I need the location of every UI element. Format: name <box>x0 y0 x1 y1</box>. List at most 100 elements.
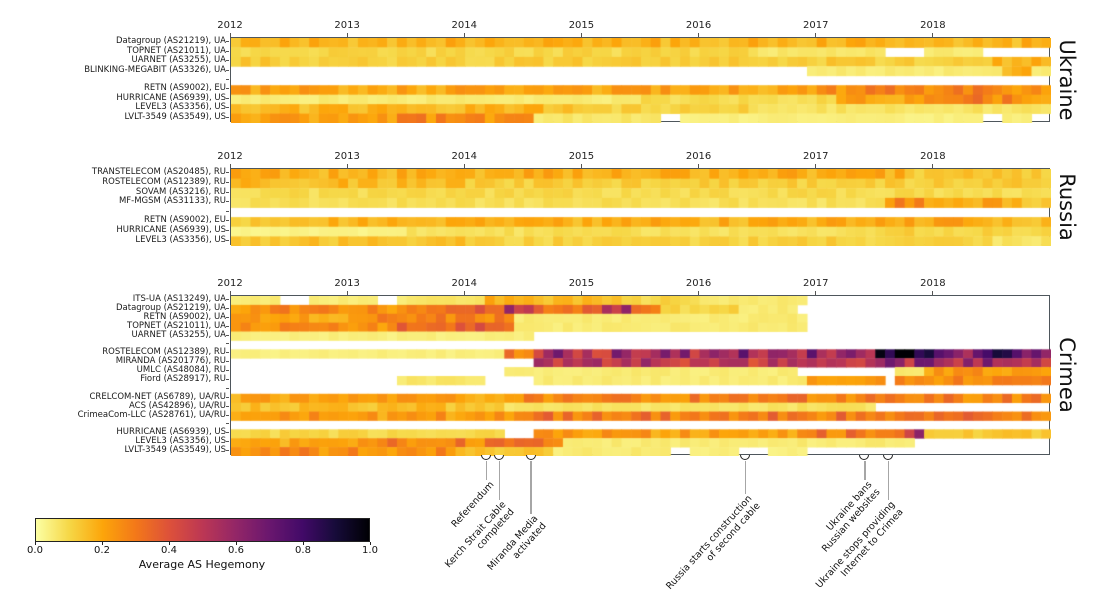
row-label: ITS-UA (AS13249), UA <box>132 293 226 304</box>
y-tick <box>226 387 229 389</box>
row-label: LEVEL3 (AS3356), US <box>135 102 226 113</box>
heatmap-canvas-crimea <box>231 296 1051 456</box>
heatmap-panel-russia <box>230 168 1051 246</box>
row-label: HURRICANE (AS6939), US <box>116 427 226 438</box>
year-label: 2013 <box>334 151 360 162</box>
y-tick <box>226 343 229 345</box>
y-tick <box>226 69 229 71</box>
x-tick <box>815 33 817 37</box>
x-tick <box>463 291 465 295</box>
row-label: BLINKING-MEGABIT (AS3326), UA <box>84 64 226 75</box>
year-label: 2015 <box>568 278 595 289</box>
row-label: ROSTELECOM (AS12389), RU <box>102 176 226 187</box>
row-label: Datagroup (AS21219), UA <box>115 36 226 47</box>
event-marker-circle <box>859 455 870 460</box>
year-label: 2012 <box>217 151 243 162</box>
colorbar-tick-label: 0.0 <box>27 545 43 556</box>
year-label: 2018 <box>920 278 946 289</box>
x-tick <box>580 164 582 168</box>
colorbar-tick <box>101 542 103 545</box>
y-tick <box>226 41 229 43</box>
row-label: SOVAM (AS3216), RU <box>135 186 226 197</box>
y-tick <box>226 181 229 183</box>
row-label: LEVEL3 (AS3356), US <box>135 234 226 245</box>
row-label: Fiord (AS28917), RU <box>140 373 226 384</box>
event-callout-line <box>864 461 866 480</box>
colorbar-tick-label: 0.8 <box>295 545 311 556</box>
event-label-line: Russia starts construction <box>664 493 755 592</box>
row-label: HURRICANE (AS6939), US <box>116 225 226 236</box>
y-tick <box>226 172 229 174</box>
row-label: MF-MGSM (AS31133), RU <box>118 196 226 207</box>
event-label: Russia starts construction of second cabl… <box>614 493 763 616</box>
y-tick <box>226 220 229 222</box>
y-tick <box>226 423 229 425</box>
year-label: 2018 <box>920 20 946 31</box>
event-marker-clip <box>859 455 870 462</box>
region-title-ukraine: Ukraine <box>1055 38 1079 121</box>
x-tick <box>932 164 934 168</box>
row-label: RETN (AS9002), EU <box>144 83 226 94</box>
x-tick <box>229 291 231 295</box>
row-label: CrimeaCom-LLC (AS28761), UA/RU <box>77 409 226 420</box>
y-tick <box>226 405 229 407</box>
event-callout-line <box>498 461 501 500</box>
year-label: 2018 <box>920 151 946 162</box>
year-label: 2012 <box>217 278 243 289</box>
y-tick <box>226 378 229 380</box>
year-label: 2014 <box>451 151 478 162</box>
y-tick <box>226 116 229 118</box>
year-label: 2016 <box>685 20 712 31</box>
event-marker-circle <box>739 455 750 460</box>
row-label: RETN (AS9002), EU <box>144 215 226 226</box>
heatmap-panel-ukraine <box>230 37 1051 123</box>
y-tick <box>226 191 229 193</box>
event-marker-circle <box>481 455 492 460</box>
row-label: TRANSTELECOM (AS20485), RU <box>91 167 226 178</box>
y-tick <box>226 352 229 354</box>
event-marker-clip <box>882 455 894 462</box>
event-marker-clip <box>481 455 492 462</box>
y-tick <box>226 334 229 336</box>
event-marker-clip <box>525 455 537 462</box>
y-tick <box>226 97 229 99</box>
year-label: 2017 <box>802 151 829 162</box>
event-callout-line <box>887 461 890 500</box>
event-marker-circle <box>525 455 536 460</box>
row-label: TOPNET (AS21011), UA <box>127 320 226 331</box>
row-label: ROSTELECOM (AS12389), RU <box>102 347 226 358</box>
x-tick <box>698 291 700 295</box>
y-tick <box>226 210 229 212</box>
x-tick <box>815 291 817 295</box>
year-label: 2017 <box>802 20 829 31</box>
y-tick <box>226 316 229 318</box>
row-label: UMLC (AS48084), RU <box>136 365 226 376</box>
y-tick <box>226 230 229 232</box>
row-label: Datagroup (AS21219), UA <box>115 302 226 313</box>
y-tick <box>226 432 229 434</box>
x-tick <box>229 164 231 168</box>
year-label: 2016 <box>685 278 712 289</box>
row-label: LEVEL3 (AS3356), US <box>135 436 226 447</box>
y-tick <box>226 88 229 90</box>
event-marker-circle <box>882 455 893 460</box>
x-tick <box>815 164 817 168</box>
y-tick <box>226 239 229 241</box>
x-tick <box>229 33 231 37</box>
colorbar-gradient-bar <box>35 518 370 542</box>
row-label: LVLT-3549 (AS3549), US <box>124 111 227 122</box>
heatmap-canvas-russia <box>231 169 1051 246</box>
y-tick <box>226 307 229 309</box>
x-tick <box>698 33 700 37</box>
x-tick <box>463 33 465 37</box>
year-label: 2012 <box>217 20 243 31</box>
y-tick <box>226 450 229 452</box>
x-tick <box>346 291 348 295</box>
y-tick <box>226 60 229 62</box>
colorbar-tick <box>235 542 237 545</box>
heatmap-canvas-ukraine <box>231 38 1051 123</box>
row-label: LVLT-3549 (AS3549), US <box>124 445 227 456</box>
row-label: UARNET (AS3255), UA <box>131 329 226 340</box>
event-marker-clip <box>739 455 751 462</box>
